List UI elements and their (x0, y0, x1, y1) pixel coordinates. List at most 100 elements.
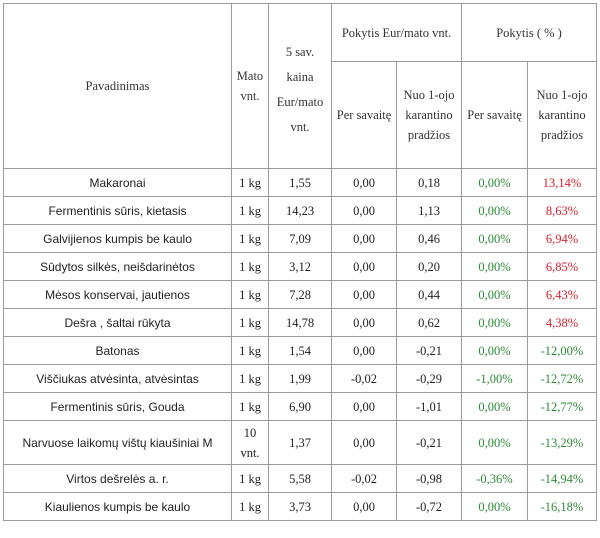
eur-change-quarantine-cell: 0,20 (396, 252, 462, 281)
pct-change-week-cell: 0,00% (461, 280, 528, 309)
header-eur-since-quarantine: Nuo 1-ojo karantino pradžios (396, 61, 462, 169)
table-row: Sūdytos silkės, neišdarinėtos 1 kg 3,12 0,0… (3, 252, 597, 281)
table-row: Fermentinis sūris, kietasis 1 kg 14,23 0,00… (3, 196, 597, 225)
eur-change-week-cell: 0,00 (331, 280, 397, 309)
product-name-cell: Galvijienos kumpis be kaulo (3, 224, 232, 253)
eur-change-week-cell: 0,00 (331, 224, 397, 253)
header-change-pct: Pokytis ( % ) (461, 3, 597, 62)
product-name-cell: Fermentinis sūris, kietasis (3, 196, 232, 225)
table-row: Virtos dešrelės a. r. 1 kg 5,58 -0,02 -0,98-… (3, 464, 597, 493)
header-unit: Mato vnt. (231, 3, 269, 169)
pct-change-quarantine-cell: 6,94% (527, 224, 597, 253)
eur-change-quarantine-cell: -0,29 (396, 364, 462, 393)
product-name-cell: Virtos dešrelės a. r. (3, 464, 232, 493)
header-change-eur: Pokytis Eur/mato vnt. (331, 3, 462, 62)
eur-change-quarantine-cell: -0,21 (396, 336, 462, 365)
unit-cell: 1 kg (231, 252, 269, 281)
pct-change-quarantine-cell: -16,18% (527, 492, 597, 521)
unit-cell: 10 vnt. (231, 420, 269, 465)
product-name-cell: Sūdytos silkės, neišdarinėtos (3, 252, 232, 281)
product-name-cell: Narvuose laikomų vištų kiaušiniai M (3, 420, 232, 465)
table-row: Mėsos konservai, jautienos 1 kg 7,28 0,00 0,… (3, 280, 597, 309)
unit-cell: 1 kg (231, 308, 269, 337)
pct-change-quarantine-cell: 6,85% (527, 252, 597, 281)
unit-cell: 1 kg (231, 392, 269, 421)
pct-change-week-cell: 0,00% (461, 336, 528, 365)
table-row: Makaronai 1 kg 1,55 0,00 0,18 0,00% 13,14% (3, 168, 597, 197)
eur-change-week-cell: 0,00 (331, 308, 397, 337)
price-cell: 1,99 (268, 364, 332, 393)
pct-change-quarantine-cell: 4,38% (527, 308, 597, 337)
pct-change-week-cell: 0,00% (461, 420, 528, 465)
header-name: Pavadinimas (3, 3, 232, 169)
eur-change-quarantine-cell: -0,72 (396, 492, 462, 521)
price-cell: 7,09 (268, 224, 332, 253)
price-cell: 5,58 (268, 464, 332, 493)
unit-cell: 1 kg (231, 464, 269, 493)
eur-change-week-cell: 0,00 (331, 336, 397, 365)
unit-cell: 1 kg (231, 336, 269, 365)
pct-change-week-cell: 0,00% (461, 196, 528, 225)
price-cell: 7,28 (268, 280, 332, 309)
pct-change-week-cell: -1,00% (461, 364, 528, 393)
table-row: Viščiukas atvėsinta, atvėsintas 1 kg 1,99-… (3, 364, 597, 393)
price-cell: 1,54 (268, 336, 332, 365)
eur-change-week-cell: 0,00 (331, 492, 397, 521)
pct-change-week-cell: 0,00% (461, 252, 528, 281)
price-change-table: Pavadinimas Mato vnt. 5 sav. kaina Eur/m… (3, 3, 597, 521)
product-name-cell: Makaronai (3, 168, 232, 197)
pct-change-quarantine-cell: 13,14% (527, 168, 597, 197)
table-row: Narvuose laikomų vištų kiaušiniai M 10 vn… (3, 420, 597, 465)
pct-change-quarantine-cell: -14,94% (527, 464, 597, 493)
price-cell: 1,37 (268, 420, 332, 465)
product-name-cell: Mėsos konservai, jautienos (3, 280, 232, 309)
table-row: Dešra , šaltai rūkyta 1 kg 14,78 0,00 0,62 0,… (3, 308, 597, 337)
eur-change-quarantine-cell: 0,18 (396, 168, 462, 197)
eur-change-quarantine-cell: -0,21 (396, 420, 462, 465)
eur-change-week-cell: 0,00 (331, 420, 397, 465)
table-row: Fermentinis sūris, Gouda 1 kg 6,90 0,00 -1,0… (3, 392, 597, 421)
pct-change-quarantine-cell: -12,00% (527, 336, 597, 365)
price-cell: 6,90 (268, 392, 332, 421)
eur-change-week-cell: 0,00 (331, 168, 397, 197)
product-name-cell: Viščiukas atvėsinta, atvėsintas (3, 364, 232, 393)
eur-change-quarantine-cell: 0,62 (396, 308, 462, 337)
product-name-cell: Dešra , šaltai rūkyta (3, 308, 232, 337)
price-cell: 14,78 (268, 308, 332, 337)
pct-change-week-cell: 0,00% (461, 224, 528, 253)
product-name-cell: Batonas (3, 336, 232, 365)
eur-change-week-cell: -0,02 (331, 464, 397, 493)
eur-change-quarantine-cell: 0,44 (396, 280, 462, 309)
pct-change-quarantine-cell: -13,29% (527, 420, 597, 465)
eur-change-quarantine-cell: -0,98 (396, 464, 462, 493)
price-cell: 1,55 (268, 168, 332, 197)
price-cell: 3,12 (268, 252, 332, 281)
pct-change-quarantine-cell: 8,63% (527, 196, 597, 225)
table-row: Batonas 1 kg 1,54 0,00 -0,21 0,00% -12,00% (3, 336, 597, 365)
pct-change-quarantine-cell: 6,43% (527, 280, 597, 309)
eur-change-week-cell: 0,00 (331, 196, 397, 225)
unit-cell: 1 kg (231, 168, 269, 197)
pct-change-quarantine-cell: -12,77% (527, 392, 597, 421)
header-pct-since-quarantine: Nuo 1-ojo karantino pradžios (527, 61, 597, 169)
table-body: Makaronai 1 kg 1,55 0,00 0,18 0,00% 13,14% Ferm… (3, 168, 597, 521)
pct-change-quarantine-cell: -12,72% (527, 364, 597, 393)
product-name-cell: Kiaulienos kumpis be kaulo (3, 492, 232, 521)
product-name-cell: Fermentinis sūris, Gouda (3, 392, 232, 421)
header-price: 5 sav. kaina Eur/mato vnt. (268, 3, 332, 169)
pct-change-week-cell: 0,00% (461, 168, 528, 197)
unit-cell: 1 kg (231, 492, 269, 521)
table-row: Galvijienos kumpis be kaulo 1 kg 7,09 0,00 0… (3, 224, 597, 253)
eur-change-quarantine-cell: 0,46 (396, 224, 462, 253)
pct-change-week-cell: -0,36% (461, 464, 528, 493)
eur-change-week-cell: -0,02 (331, 364, 397, 393)
pct-change-week-cell: 0,00% (461, 308, 528, 337)
table-row: Kiaulienos kumpis be kaulo 1 kg 3,73 0,00 -0… (3, 492, 597, 521)
header-pct-per-week: Per savaitę (461, 61, 528, 169)
eur-change-week-cell: 0,00 (331, 392, 397, 421)
unit-cell: 1 kg (231, 224, 269, 253)
unit-cell: 1 kg (231, 196, 269, 225)
eur-change-week-cell: 0,00 (331, 252, 397, 281)
price-cell: 3,73 (268, 492, 332, 521)
pct-change-week-cell: 0,00% (461, 392, 528, 421)
